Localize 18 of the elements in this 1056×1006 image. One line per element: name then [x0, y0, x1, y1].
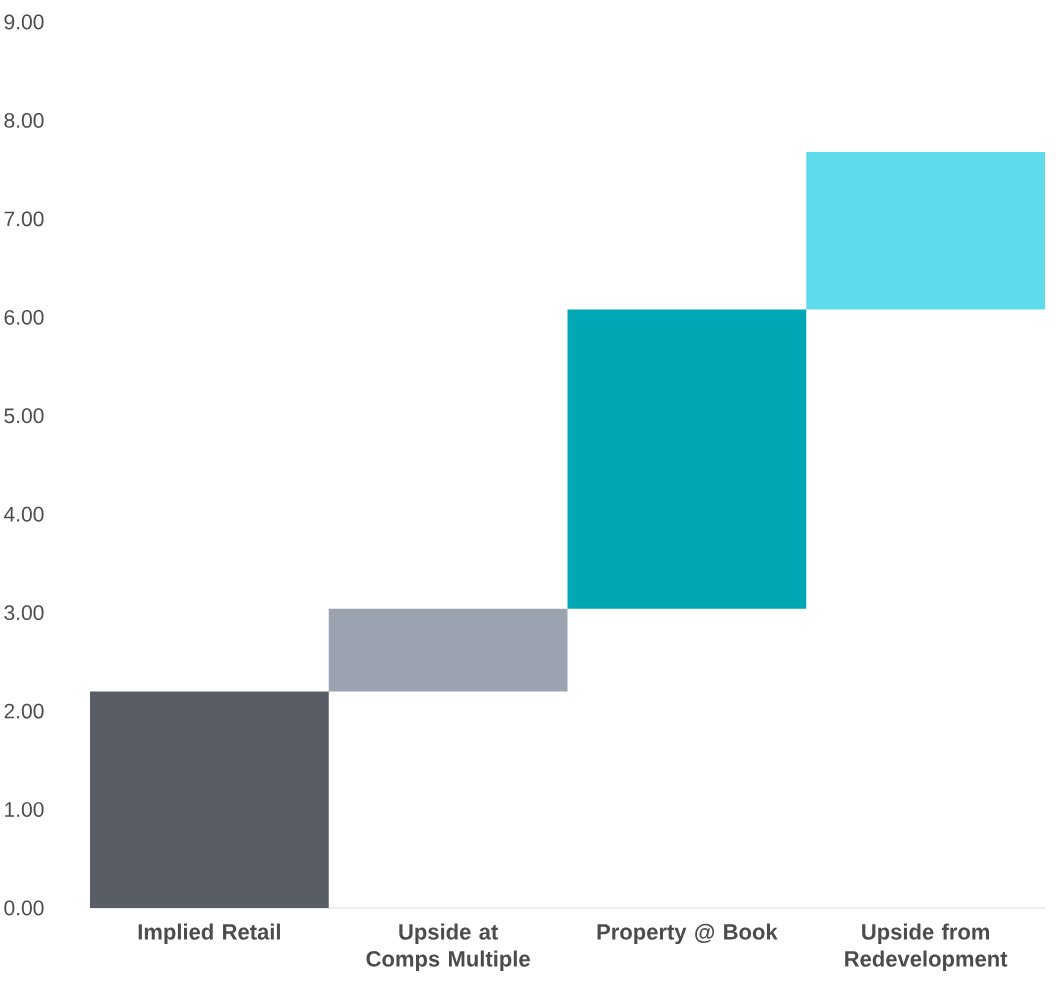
bar	[328, 608, 568, 692]
y-tick-label: 2.00	[4, 703, 44, 719]
x-tick-label: Implied Retail	[138, 923, 280, 945]
bar	[567, 309, 807, 609]
y-tick-label: 7.00	[4, 211, 44, 227]
x-tick-label: Upside at Comps Multiple	[366, 923, 530, 972]
y-tick-label: 0.00	[4, 900, 44, 916]
bar	[806, 151, 1046, 310]
x-tick-label: Upside from Redevelopment	[845, 923, 1008, 972]
y-tick-label: 3.00	[4, 605, 44, 621]
y-tick-label: 5.00	[4, 408, 44, 424]
bar	[90, 691, 329, 908]
y-tick-label: 6.00	[4, 309, 44, 325]
y-tick-label: 9.00	[4, 14, 44, 30]
x-tick-label: Property @ Book	[597, 923, 778, 945]
y-tick-label: 1.00	[5, 802, 44, 817]
y-tick-label: 4.00	[4, 506, 44, 522]
y-tick-label: 8.00	[4, 113, 44, 128]
